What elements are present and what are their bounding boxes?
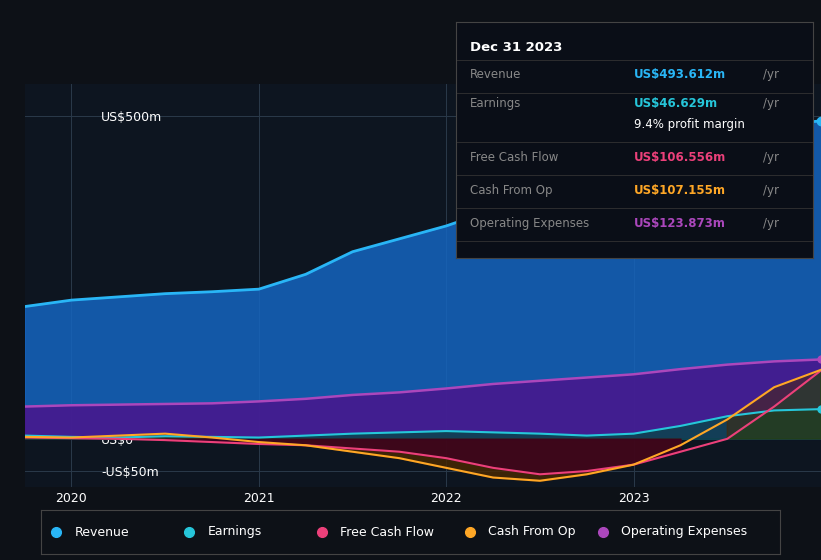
- Text: Operating Expenses: Operating Expenses: [621, 525, 747, 539]
- Text: US$123.873m: US$123.873m: [635, 217, 726, 230]
- Text: Dec 31 2023: Dec 31 2023: [470, 41, 562, 54]
- Text: Revenue: Revenue: [75, 525, 129, 539]
- Text: /yr: /yr: [763, 68, 779, 81]
- Text: Free Cash Flow: Free Cash Flow: [341, 525, 434, 539]
- Text: /yr: /yr: [763, 217, 779, 230]
- Text: US$106.556m: US$106.556m: [635, 151, 727, 164]
- Text: Free Cash Flow: Free Cash Flow: [470, 151, 558, 164]
- Text: US$493.612m: US$493.612m: [635, 68, 727, 81]
- Text: US$107.155m: US$107.155m: [635, 184, 727, 197]
- Text: US$46.629m: US$46.629m: [635, 97, 718, 110]
- Text: Cash From Op: Cash From Op: [488, 525, 576, 539]
- Text: /yr: /yr: [763, 184, 779, 197]
- Text: Earnings: Earnings: [208, 525, 262, 539]
- Text: 9.4% profit margin: 9.4% profit margin: [635, 118, 745, 131]
- Text: Cash From Op: Cash From Op: [470, 184, 553, 197]
- Text: Revenue: Revenue: [470, 68, 521, 81]
- Text: /yr: /yr: [763, 97, 779, 110]
- Text: Operating Expenses: Operating Expenses: [470, 217, 589, 230]
- Text: /yr: /yr: [763, 151, 779, 164]
- Text: Earnings: Earnings: [470, 97, 521, 110]
